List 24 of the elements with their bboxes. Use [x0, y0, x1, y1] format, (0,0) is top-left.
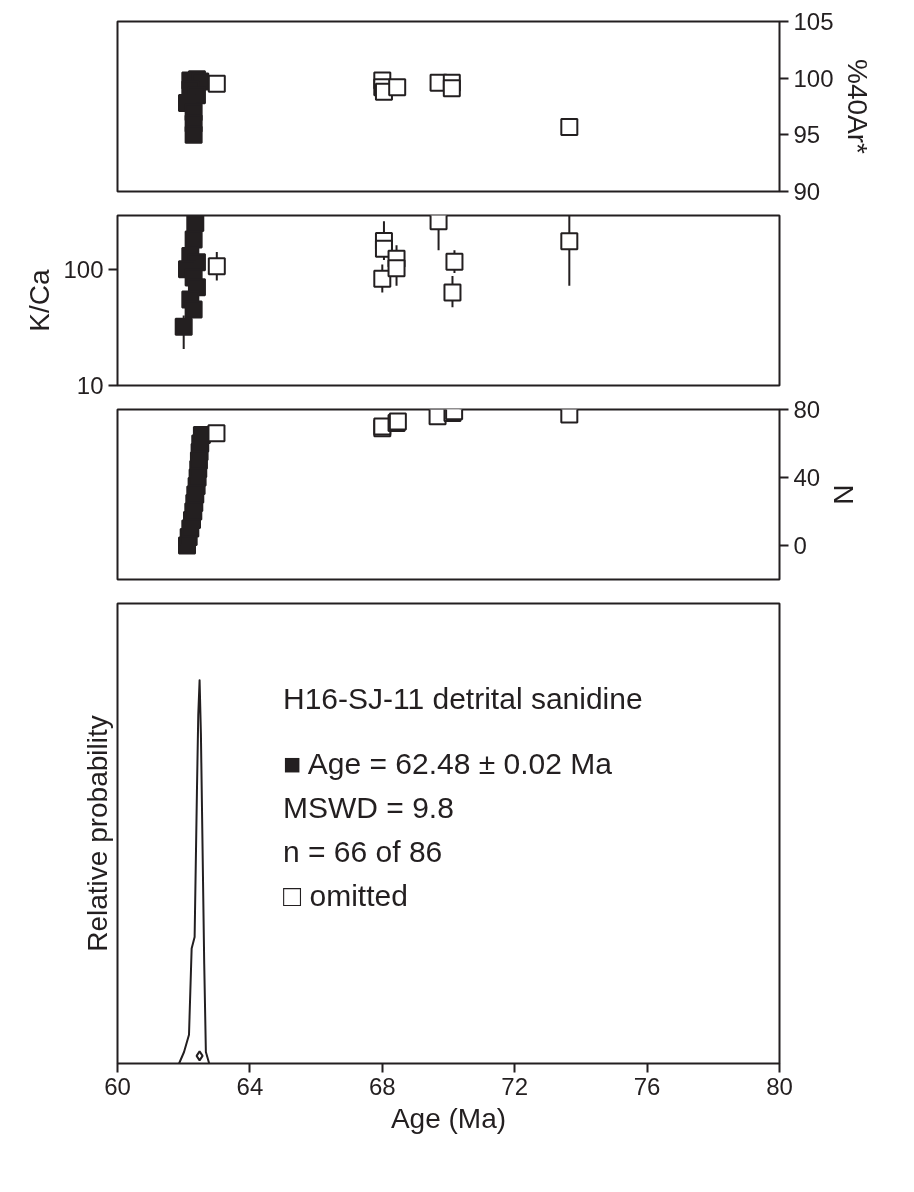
x-tick-label: 80: [766, 1072, 793, 1100]
y2-tick-label: 100: [793, 64, 834, 92]
y2-tick-label: 105: [793, 8, 834, 35]
y2-tick-label: 40: [793, 464, 821, 491]
annotation: n = 66 of 86: [283, 835, 443, 868]
annotation: ■ Age = 62.48 ± 0.02 Ma: [283, 747, 613, 780]
x-tick-label: 68: [368, 1072, 396, 1100]
annotation: □ omitted: [283, 879, 408, 912]
x-tick-label: 76: [633, 1072, 661, 1100]
y2-tick-label: 90: [793, 178, 821, 205]
y-axis-title: K/Ca: [24, 268, 56, 332]
x-tick-label: 64: [236, 1072, 264, 1100]
y2-tick-label: 80: [793, 396, 821, 423]
y2-tick-label: 0: [793, 532, 807, 559]
y2-axis-title: N: [828, 484, 860, 505]
annotation: H16-SJ-11 detrital sanidine: [283, 682, 643, 715]
y-axis-title: Relative probability: [81, 715, 113, 952]
y-tick-label: 10: [76, 372, 104, 399]
annotation: MSWD = 9.8: [283, 791, 454, 824]
y2-axis-title: %40Ar*: [841, 59, 873, 155]
y2-tick-label: 95: [793, 121, 821, 149]
x-tick-label: 60: [104, 1072, 131, 1100]
x-axis-title: Age (Ma): [390, 1102, 507, 1134]
x-tick-label: 72: [501, 1072, 529, 1100]
